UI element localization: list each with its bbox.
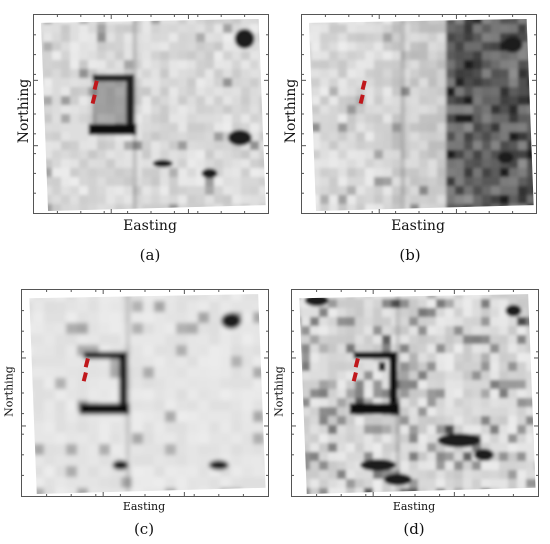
survey-image xyxy=(22,290,268,496)
marker-dash xyxy=(92,80,99,91)
marker-dash xyxy=(83,357,90,368)
caption-b: (b) xyxy=(399,246,421,264)
magnetic-map-c xyxy=(21,289,269,497)
magnetic-map-d xyxy=(291,289,539,497)
marker-dash xyxy=(351,371,358,382)
northing-label-b: Northing xyxy=(283,78,299,144)
easting-label-b: Easting xyxy=(391,218,445,234)
caption-d: (d) xyxy=(403,520,425,538)
marker-dash xyxy=(81,371,88,382)
easting-label-a: Easting xyxy=(123,218,177,234)
northing-label-a: Northing xyxy=(16,78,32,144)
caption-a: (a) xyxy=(139,246,161,264)
marker-dash xyxy=(90,94,97,105)
magnetic-map-b xyxy=(301,14,537,214)
northing-label-c: Northing xyxy=(2,366,16,417)
marker-dash xyxy=(360,80,367,91)
caption-c: (c) xyxy=(133,520,155,538)
marker-dash xyxy=(353,357,360,368)
magnetic-map-a xyxy=(33,14,269,214)
survey-image xyxy=(34,15,268,213)
easting-label-c: Easting xyxy=(122,500,166,513)
northing-label-d: Northing xyxy=(272,366,286,417)
survey-image xyxy=(292,290,538,496)
survey-image xyxy=(302,15,536,213)
marker-dash xyxy=(358,94,365,105)
easting-label-d: Easting xyxy=(392,500,436,513)
